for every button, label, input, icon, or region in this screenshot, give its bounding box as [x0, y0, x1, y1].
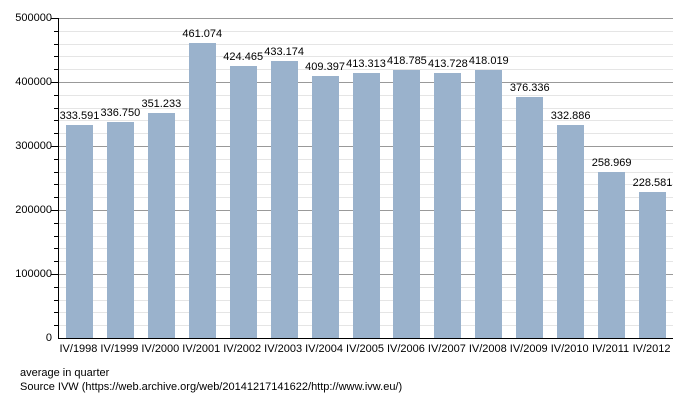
y-tick-label: 400000 [15, 76, 52, 88]
bar-IV/2005 [352, 73, 380, 338]
bar-value-label: 351.233 [141, 98, 182, 111]
x-tick-label: IV/2003 [264, 343, 303, 355]
major-gridline [59, 18, 673, 19]
y-tick-label: 300000 [15, 140, 52, 152]
bar-value-label: 409.397 [305, 61, 345, 73]
y-axis-tick [51, 146, 59, 147]
y-axis-tick [54, 286, 59, 288]
y-axis-tick [54, 184, 59, 186]
y-axis-tick [54, 120, 59, 122]
y-axis-tick [51, 82, 59, 83]
y-axis-tick [54, 248, 59, 250]
minor-gridline [59, 56, 673, 58]
bar-IV/2008 [475, 70, 503, 338]
bar-IV/2000 [147, 113, 175, 338]
minor-gridline [59, 30, 673, 32]
bar-IV/1998 [65, 124, 93, 338]
x-tick-label: IV/2012 [632, 343, 671, 355]
bar-value-label: 413.728 [427, 58, 468, 71]
y-axis-tick [54, 158, 59, 160]
bar-IV/2002 [229, 66, 257, 338]
y-axis-tick [54, 56, 59, 58]
bar-value-label: 336.750 [100, 107, 141, 120]
x-axis-labels: IV/1998 IV/1999 IV/2000 IV/2001 IV/2002 IV/20… [58, 343, 672, 357]
y-axis-tick [54, 222, 59, 224]
y-axis-labels: 0 100000 200000 300000 400000 500000 [0, 12, 52, 344]
plot-area: 333.591 336.750 351.233 461.074 424.465 433.1… [51, 18, 673, 339]
bar-IV/2004 [311, 76, 339, 338]
y-axis-tick [54, 43, 59, 45]
bar-value-label: 332.886 [550, 109, 591, 122]
y-axis-tick [54, 69, 59, 71]
y-axis-tick [54, 30, 59, 32]
y-axis-tick [54, 197, 59, 199]
bar-IV/1999 [106, 122, 134, 338]
y-axis-tick [54, 299, 59, 301]
bar-IV/2011 [598, 172, 626, 338]
y-tick-label: 200000 [15, 204, 52, 216]
y-axis-tick [54, 325, 59, 327]
x-tick-label: IV/2002 [223, 343, 262, 355]
bar-IV/2001 [188, 42, 216, 338]
x-tick-label: IV/2011 [592, 343, 630, 355]
bar-IV/2010 [557, 124, 585, 338]
y-axis-tick [51, 274, 59, 275]
y-tick-label: 100000 [15, 268, 52, 280]
bar-IV/2006 [393, 69, 421, 338]
x-tick-label: IV/2004 [305, 343, 344, 355]
y-axis-tick [54, 261, 59, 263]
bar-value-label: 413.313 [346, 58, 386, 71]
y-axis-tick [54, 235, 59, 237]
bar-value-label: 258.969 [591, 157, 632, 170]
x-tick-label: IV/2008 [468, 343, 507, 355]
x-tick-label: IV/2007 [427, 343, 466, 355]
y-axis-tick [54, 133, 59, 135]
minor-gridline [59, 43, 673, 45]
caption-average-in-quarter: average in quarter [20, 367, 110, 379]
bar-IV/2007 [434, 73, 462, 338]
bar-value-label: 433.174 [264, 45, 305, 58]
x-tick-label: IV/2000 [141, 343, 180, 355]
y-axis-tick [54, 94, 59, 96]
minor-gridline [59, 69, 673, 71]
x-tick-label: IV/1998 [59, 343, 98, 355]
bar-IV/2003 [270, 60, 298, 338]
bar-value-label: 228.581 [632, 176, 673, 189]
x-tick-label: IV/2009 [509, 343, 548, 355]
x-tick-label: IV/2010 [550, 343, 589, 355]
y-tick-label: 0 [45, 332, 52, 344]
x-tick-label: IV/1999 [100, 343, 139, 355]
y-axis-tick [54, 107, 59, 109]
bar-value-label: 461.074 [182, 27, 223, 40]
bar-IV/2012 [639, 191, 667, 338]
y-axis-tick [54, 312, 59, 314]
x-tick-label: IV/2001 [182, 343, 221, 355]
bar-IV/2009 [516, 97, 544, 338]
bar-value-label: 418.785 [387, 54, 427, 67]
y-axis-tick [54, 171, 59, 173]
bar-value-label: 418.019 [468, 55, 509, 68]
y-axis-tick [51, 18, 59, 19]
y-axis-tick [51, 210, 59, 211]
bar-value-label: 376.336 [509, 82, 550, 95]
bar-value-label: 333.591 [59, 109, 100, 122]
x-tick-label: IV/2005 [346, 343, 384, 355]
y-tick-label: 500000 [15, 12, 52, 24]
bar-value-label: 424.465 [223, 51, 264, 64]
x-tick-label: IV/2006 [386, 343, 425, 355]
caption-source-url: Source IVW (https://web.archive.org/web/… [20, 381, 403, 393]
